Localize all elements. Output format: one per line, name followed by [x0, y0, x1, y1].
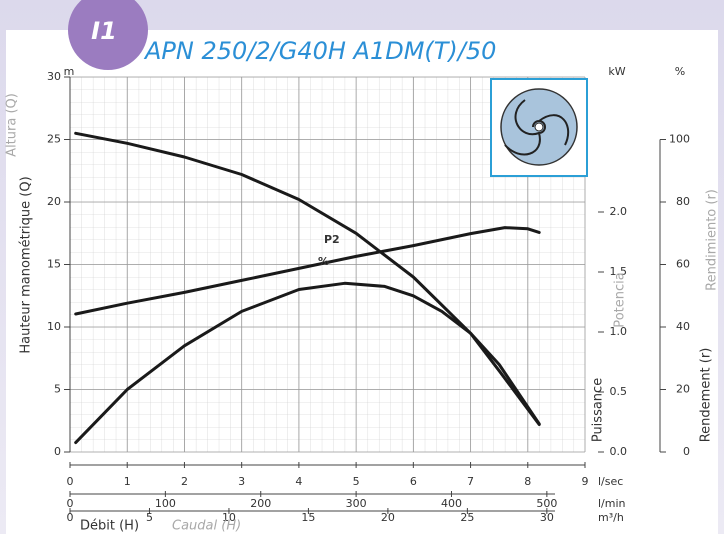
- curve: [74, 226, 541, 316]
- y-tick-label: 25: [47, 133, 61, 146]
- x3-tick-label: 5: [146, 511, 153, 524]
- x3-tick-label: 30: [540, 511, 554, 524]
- y-tick-label: 10: [47, 320, 61, 333]
- y3-unit: %: [675, 65, 685, 78]
- x-tick-label: 5: [353, 475, 360, 488]
- y-label-alt: Altura (Q): [5, 93, 20, 157]
- x-tick-label: 0: [67, 475, 74, 488]
- x-label: Débit (H): [80, 519, 139, 534]
- x2-tick-label: 500: [536, 497, 557, 510]
- x2-tick-label: 0: [67, 497, 74, 510]
- badge: [68, 0, 148, 70]
- y3-tick-label: 20: [676, 383, 690, 396]
- x3-unit: m³/h: [598, 511, 624, 524]
- y-tick-label: 0: [54, 445, 61, 458]
- y2-tick-label: 0.5: [610, 385, 628, 398]
- x2-tick-label: 100: [155, 497, 176, 510]
- x3-tick-label: 20: [381, 511, 395, 524]
- y2-label: Puissance: [591, 378, 606, 442]
- curve-label: P2: [324, 233, 340, 246]
- y2-unit: kW: [608, 65, 625, 78]
- x-label-alt: Caudal (H): [172, 519, 241, 534]
- y-tick-label: 5: [54, 383, 61, 396]
- y3-tick-label: 100: [669, 133, 690, 146]
- curve-label: %: [318, 255, 329, 268]
- y3-tick-label: 60: [676, 258, 690, 271]
- curve: [74, 131, 541, 426]
- x-unit: l/sec: [598, 475, 623, 488]
- x2-unit: l/min: [598, 497, 626, 510]
- y2-tick-label: 1.5: [610, 265, 628, 278]
- y3-tick-label: 0: [683, 445, 690, 458]
- x-tick-label: 4: [295, 475, 302, 488]
- x3-tick-label: 0: [67, 511, 74, 524]
- y2-tick-label: 1.0: [610, 325, 628, 338]
- chart-title: APN 250/2/G40H A1DM(T)/50: [143, 37, 496, 65]
- x-tick-label: 1: [124, 475, 131, 488]
- y3-label-alt: Rendimiento (r): [705, 189, 720, 291]
- impeller-icon: [490, 78, 588, 177]
- y3-tick-label: 80: [676, 195, 690, 208]
- x2-tick-label: 200: [250, 497, 271, 510]
- x-tick-label: 6: [410, 475, 417, 488]
- x-tick-label: 7: [467, 475, 474, 488]
- y-tick-label: 30: [47, 70, 61, 83]
- x3-tick-label: 15: [301, 511, 315, 524]
- x-tick-label: 3: [238, 475, 245, 488]
- x3-tick-label: 25: [460, 511, 474, 524]
- x-tick-label: 8: [524, 475, 531, 488]
- y2-tick-label: 2.0: [610, 205, 628, 218]
- y-unit: m: [64, 65, 75, 78]
- curve: [74, 281, 541, 445]
- y3-label: Rendement (r): [699, 348, 714, 443]
- y3-tick-label: 40: [676, 320, 690, 333]
- x2-tick-label: 400: [441, 497, 462, 510]
- x3-tick-label: 10: [222, 511, 236, 524]
- x-tick-label: 9: [582, 475, 589, 488]
- x-tick-label: 2: [181, 475, 188, 488]
- y-tick-label: 15: [47, 258, 61, 271]
- y-label: Hauteur manométrique (Q): [19, 176, 34, 353]
- y2-label-alt: Potencia: [613, 272, 628, 327]
- y-tick-label: 20: [47, 195, 61, 208]
- x2-tick-label: 300: [346, 497, 367, 510]
- y2-tick-label: 0.0: [610, 445, 628, 458]
- badge-text: I1: [91, 17, 117, 45]
